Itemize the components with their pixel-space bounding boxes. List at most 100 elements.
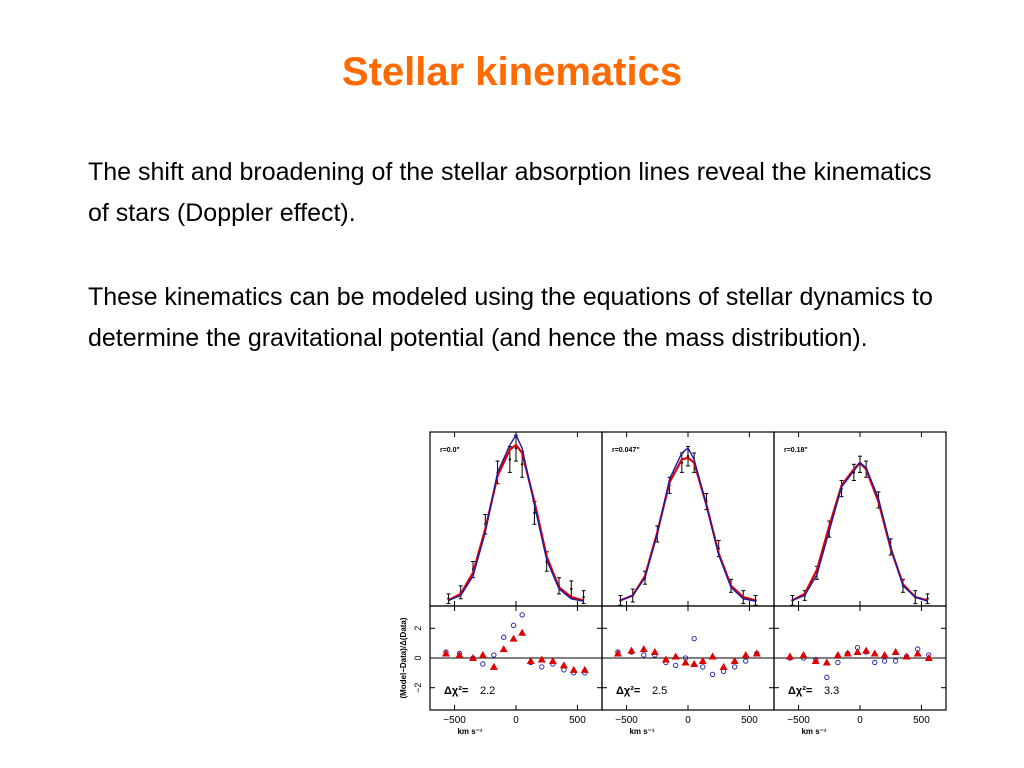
residual-red-point <box>639 645 648 653</box>
model-red-line <box>619 456 756 602</box>
residual-blue-point <box>519 612 525 618</box>
residual-red-point <box>681 658 690 666</box>
residual-red-point <box>661 655 670 663</box>
residual-red-point <box>650 648 659 656</box>
residual-y-axis-label: (Model−Data)/Δ(Data) <box>399 617 408 698</box>
model-blue-line <box>792 461 928 602</box>
model-red-line <box>447 443 584 602</box>
residual-blue-point <box>881 658 888 664</box>
residual-blue-point <box>872 659 878 666</box>
panel-2: r=0.047" −500 0 500 km s⁻¹ Δχ²= 2.5 <box>601 431 775 736</box>
residual-blue-point <box>732 664 738 670</box>
x-tick-label: −500 <box>615 715 638 726</box>
model-red-line <box>791 461 928 602</box>
residual-blue-point <box>491 652 497 658</box>
residual-red-point <box>478 651 487 659</box>
x-tick-label: 0 <box>857 715 863 726</box>
residual-blue-point <box>480 661 486 667</box>
residual-y-tick-label-left: 0 <box>413 655 423 660</box>
residual-red-point <box>537 655 546 663</box>
x-axis-label: km s⁻¹ <box>629 727 654 736</box>
residual-red-point <box>518 628 527 636</box>
intro-paragraph: The shift and broadening of the stellar … <box>88 158 932 227</box>
data-point <box>508 458 512 461</box>
x-tick-label: 0 <box>513 715 519 726</box>
residual-red-point <box>698 656 707 664</box>
residual-blue-point <box>673 662 679 669</box>
data-point <box>582 595 585 599</box>
residual-blue-point <box>539 664 545 670</box>
residual-red-point <box>509 634 518 642</box>
residual-red-point <box>880 651 889 659</box>
residual-blue-point <box>691 636 697 642</box>
model-blue-line <box>448 433 584 602</box>
residual-red-point <box>627 646 636 654</box>
residual-red-point <box>799 651 808 659</box>
x-axis-label: km s⁻¹ <box>457 727 482 736</box>
residual-red-point <box>853 648 862 656</box>
residual-red-point <box>441 649 450 657</box>
kinematics-figure: r=0.0" −500 0 500 km s⁻¹ Δχ²= 2.2 r=0.047" −500 0… <box>399 431 947 736</box>
residual-red-point <box>559 661 568 669</box>
residual-red-point <box>891 648 900 656</box>
residual-red-point <box>548 656 557 664</box>
chi2-value: 3.3 <box>824 685 839 697</box>
residual-red-point <box>924 654 933 661</box>
chi2-value: 2.2 <box>480 685 495 697</box>
chi2-label: Δχ²= <box>616 685 640 697</box>
chi2-value: 2.5 <box>652 685 667 697</box>
data-point <box>520 463 524 466</box>
panel-3: r=0.18" −500 0 500 km s⁻¹ Δχ²= 3.3 <box>773 431 947 736</box>
panel-1: r=0.0" −500 0 500 km s⁻¹ Δχ²= 2.2 <box>429 431 603 736</box>
residual-red-point <box>489 662 498 670</box>
residual-y-tick-label-left: −2 <box>413 683 423 693</box>
chi2-label: Δχ²= <box>444 685 468 697</box>
data-point <box>570 587 573 591</box>
residual-blue-point <box>700 664 706 670</box>
residual-blue-point <box>743 658 749 664</box>
residual-red-point <box>902 652 911 660</box>
residual-red-point <box>785 652 794 660</box>
residual-red-point <box>455 651 464 659</box>
residual-red-point <box>719 662 728 670</box>
residual-red-point <box>690 659 699 667</box>
residual-red-point <box>569 665 578 673</box>
model-paragraph: These kinematics can be modeled using th… <box>88 283 933 352</box>
residual-red-point <box>752 649 761 657</box>
residual-red-point <box>741 651 750 659</box>
residual-red-point <box>822 658 831 666</box>
residual-blue-point <box>510 622 517 628</box>
slide-title: Stellar kinematics <box>341 50 683 94</box>
residual-red-point <box>730 656 739 664</box>
residual-red-point <box>580 665 589 673</box>
x-tick-label: 500 <box>741 715 758 726</box>
residual-blue-point <box>892 658 899 664</box>
data-point <box>686 455 690 458</box>
residual-red-point <box>526 656 535 664</box>
residual-red-point <box>811 656 820 664</box>
panel-label: r=0.18" <box>784 447 808 454</box>
residual-red-point <box>862 646 871 654</box>
residual-red-point <box>833 651 842 659</box>
x-tick-label: −500 <box>787 715 810 726</box>
residual-red-point <box>499 645 508 653</box>
data-point <box>533 511 536 515</box>
x-axis-label: km s⁻¹ <box>801 727 826 736</box>
x-tick-label: −500 <box>443 715 466 726</box>
residual-blue-point <box>641 652 647 658</box>
residual-red-point <box>913 649 922 657</box>
residual-blue-point <box>709 671 716 677</box>
residual-blue-point <box>835 659 841 666</box>
model-blue-line <box>620 447 756 602</box>
residual-red-point <box>613 649 622 657</box>
panel-label: r=0.0" <box>440 447 460 454</box>
residual-red-point <box>469 654 477 661</box>
x-tick-label: 500 <box>913 715 930 726</box>
panel-label: r=0.047" <box>612 447 640 454</box>
x-tick-label: 500 <box>569 715 586 726</box>
residual-blue-point <box>824 674 830 680</box>
residual-y-tick-label-left: 2 <box>413 626 423 631</box>
residual-blue-point <box>501 634 507 640</box>
x-tick-label: 0 <box>685 715 691 726</box>
residual-red-point <box>708 652 717 660</box>
